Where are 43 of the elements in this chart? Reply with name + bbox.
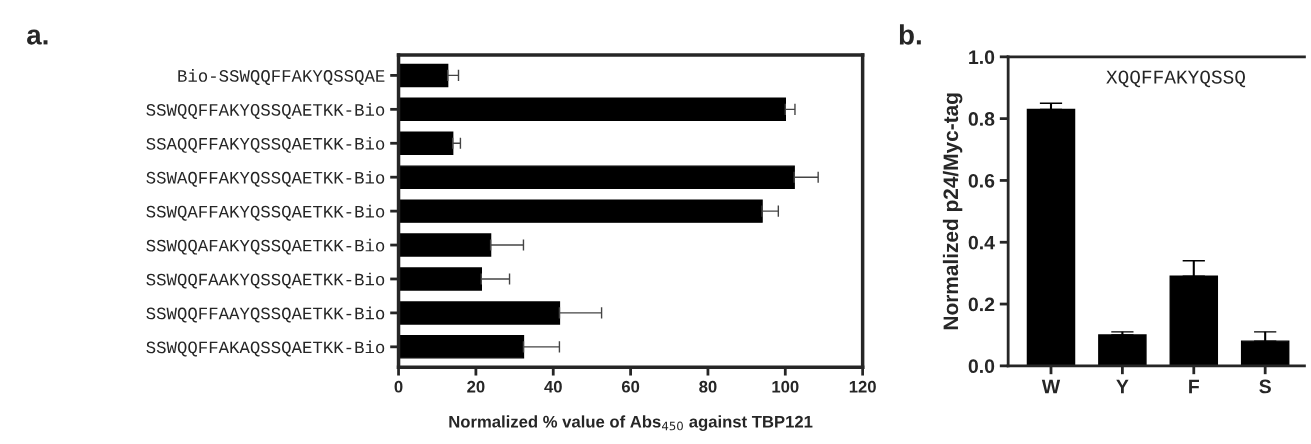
x-tick-label: 0 xyxy=(394,380,403,393)
bar xyxy=(398,199,763,223)
bar xyxy=(398,63,449,88)
y-tick-label: 0.6 xyxy=(968,173,995,188)
bar xyxy=(398,233,492,257)
x-tick-label: 120 xyxy=(849,380,876,393)
y-tick-label: Bio-SSWQQFFAKYQSSQAE xyxy=(178,69,385,85)
bar xyxy=(398,165,795,189)
y-axis-title: Normalized p24/Myc-tag xyxy=(942,93,963,330)
x-tick-label: 40 xyxy=(544,380,562,393)
x-tick-label: Y xyxy=(1116,379,1129,394)
x-axis-title: Normalized % value of Abs$_{450}$ against TBP121 xyxy=(449,415,813,431)
y-tick-label: SSWQQFFAKYQSSQAETKK-Bio xyxy=(146,103,385,119)
bar xyxy=(1240,340,1290,366)
bar xyxy=(398,301,561,325)
y-tick-label: SSWQQFFAKAQSSQAETKK-Bio xyxy=(146,340,385,357)
text: a. xyxy=(27,29,48,45)
x-tick-label: 60 xyxy=(621,380,640,393)
y-tick-label: SSWAQFFAKYQSSQAETKK-Bio xyxy=(146,170,385,187)
x-tick-label: S xyxy=(1259,379,1271,394)
x-tick-label: 20 xyxy=(467,380,485,393)
x-tick-label: W xyxy=(1041,379,1061,394)
bar xyxy=(398,97,786,122)
annotation: XQQFFAKYQSSQ xyxy=(1106,70,1246,88)
bar xyxy=(1026,108,1076,366)
bar xyxy=(398,131,454,155)
bar xyxy=(398,335,525,359)
y-tick-label: 0.4 xyxy=(968,235,995,250)
bar xyxy=(1098,334,1147,366)
chart-title: b. xyxy=(899,24,921,45)
x-tick-label: F xyxy=(1189,379,1200,394)
x-tick-label: 100 xyxy=(772,380,799,393)
y-tick-label: SSWQQAFAKYQSSQAETKK-Bio xyxy=(146,238,385,255)
x-tick-label: 80 xyxy=(699,380,717,393)
y-tick-label: 0.8 xyxy=(968,112,995,126)
y-tick-label: 0.0 xyxy=(968,359,995,374)
y-tick-label: SSWQQFFAAYQSSQAETKK-Bio xyxy=(146,306,385,323)
y-tick-label: SSAQQFFAKYQSSQAETKK-Bio xyxy=(146,136,385,153)
y-tick-label: 0.2 xyxy=(968,297,995,312)
y-tick-label: SSWQQFAAKYQSSQAETKK-Bio xyxy=(146,272,385,289)
y-tick-label: 1.0 xyxy=(969,50,995,65)
bar xyxy=(398,267,483,291)
y-tick-label: SSWQAFFAKYQSSQAETKK-Bio xyxy=(146,204,385,221)
